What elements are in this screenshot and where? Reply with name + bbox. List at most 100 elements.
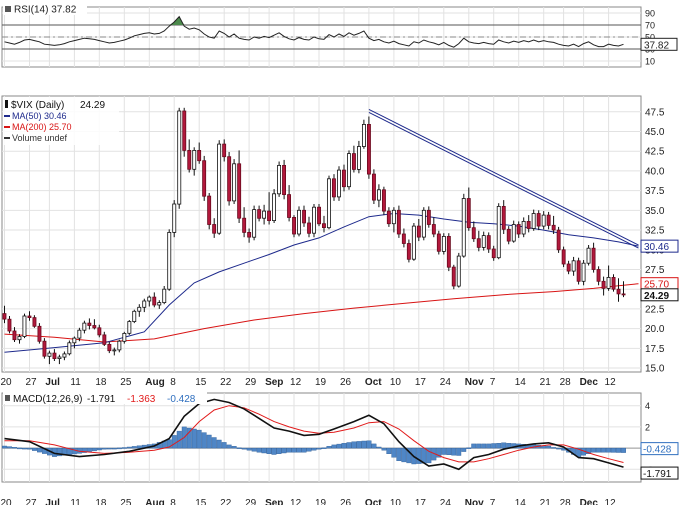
candle-down — [237, 163, 242, 219]
candle-down — [591, 247, 596, 270]
candle-up — [82, 322, 87, 331]
macd-histogram-bar — [331, 444, 337, 449]
candle-up — [376, 189, 381, 201]
x-axis-tick: 26 — [340, 498, 352, 505]
macd-histogram-bar — [241, 447, 247, 450]
candle-down — [52, 352, 57, 360]
macd-histogram-bar — [416, 447, 422, 464]
macd-histogram-bar — [471, 443, 477, 449]
macd-histogram-bar — [17, 447, 22, 450]
candle-up — [441, 235, 446, 252]
candle-up — [112, 349, 117, 352]
macd-histogram-bar — [456, 447, 462, 456]
candle-down — [212, 224, 217, 234]
x-axis-tick: 18 — [95, 377, 107, 388]
macd-histogram-bar — [116, 447, 122, 450]
macd-label-prefix: MACD(12,26,9) — [13, 394, 82, 405]
macd-histogram-bar — [351, 441, 357, 449]
candle-up — [361, 124, 366, 147]
candle-up — [531, 213, 536, 229]
macd-histogram-bar — [306, 447, 312, 452]
macd-histogram-bar — [446, 447, 452, 456]
candle-down — [187, 149, 192, 170]
x-axis-tick: Jul — [45, 377, 60, 388]
candle-down — [102, 334, 107, 345]
x-axis-tick: 10 — [390, 377, 402, 388]
candle-up — [147, 296, 152, 302]
macd-histogram-bar — [251, 447, 257, 452]
candle-down — [576, 260, 581, 282]
candle-down — [566, 263, 571, 272]
candle-up — [217, 143, 222, 234]
macd-histogram-bar — [191, 428, 197, 449]
candle-up — [72, 337, 77, 344]
macd-histogram-bar — [311, 447, 317, 451]
candle-down — [431, 224, 436, 235]
candle-down — [486, 235, 491, 250]
candle-down — [32, 317, 37, 327]
x-axis-tick: 27 — [25, 377, 37, 388]
macd-histogram-bar — [71, 447, 77, 455]
candle-up — [581, 262, 586, 282]
candle-down — [27, 315, 32, 319]
candle-down — [37, 325, 42, 342]
macd-label-hist-value: -0.428 — [167, 394, 196, 405]
macd-histogram-bar — [256, 447, 262, 453]
ma50-line — [4, 212, 639, 353]
macd-histogram-bar — [466, 447, 472, 449]
candle-down — [107, 343, 112, 352]
rsi-label-bg — [3, 2, 87, 15]
macd-histogram-bar — [451, 447, 457, 456]
macd-histogram-bar — [366, 440, 372, 449]
candle-down — [396, 209, 401, 235]
candle-up — [47, 352, 52, 357]
macd-histogram-bar — [386, 447, 392, 455]
candle-up — [137, 306, 142, 312]
candle-down — [381, 189, 386, 212]
x-axis-tick: 18 — [95, 498, 107, 505]
candle-up — [62, 353, 67, 358]
macd-histogram-bar — [481, 443, 487, 449]
candle-down — [202, 160, 207, 197]
candle-down — [526, 220, 531, 229]
candle-up — [157, 302, 162, 306]
candle-down — [197, 149, 202, 162]
macd-histogram-bar — [6, 446, 12, 449]
trendline-upper — [368, 108, 639, 246]
macd-histogram-bar — [611, 447, 616, 453]
rsi-axis-tick: 90 — [645, 9, 655, 19]
rsi-label: RSI(14) 37.82 — [14, 5, 77, 16]
price-tag: 30.46 — [644, 242, 669, 253]
candle-down — [292, 216, 296, 235]
macd-histogram-bar — [261, 447, 267, 454]
macd-label-bg — [3, 391, 207, 404]
candle-up — [167, 231, 172, 290]
macd-histogram-bar — [86, 447, 92, 452]
macd-histogram-bar — [37, 447, 42, 453]
macd-histogram-bar — [576, 447, 582, 457]
legend-entry: Volume undef — [12, 133, 68, 143]
macd-tag: -1.791 — [643, 469, 672, 480]
macd-tag-box — [640, 466, 679, 480]
x-axis-tick: 11 — [70, 498, 81, 505]
macd-histogram-bar — [22, 447, 27, 450]
candle-up — [521, 220, 526, 235]
candle-up — [162, 288, 167, 304]
candle-down — [416, 225, 421, 238]
x-axis-tick: 15 — [195, 377, 207, 388]
macd-axis-tick: 2 — [645, 422, 650, 432]
rsi-line — [4, 15, 624, 48]
candle-down — [242, 217, 247, 233]
macd-signal-line — [4, 405, 624, 463]
x-axis-tick: Nov — [465, 377, 484, 388]
x-axis-tick: 20 — [0, 498, 12, 505]
macd-histogram-bar — [486, 443, 492, 449]
price-legend-bg — [3, 97, 119, 145]
candle-up — [177, 110, 182, 205]
x-axis-tick: 12 — [290, 498, 302, 505]
rsi-legend-icon — [5, 6, 11, 12]
price-axis-tick: 22.5 — [645, 304, 665, 315]
macd-histogram-bar — [391, 447, 397, 458]
x-axis-tick: 17 — [415, 377, 427, 388]
